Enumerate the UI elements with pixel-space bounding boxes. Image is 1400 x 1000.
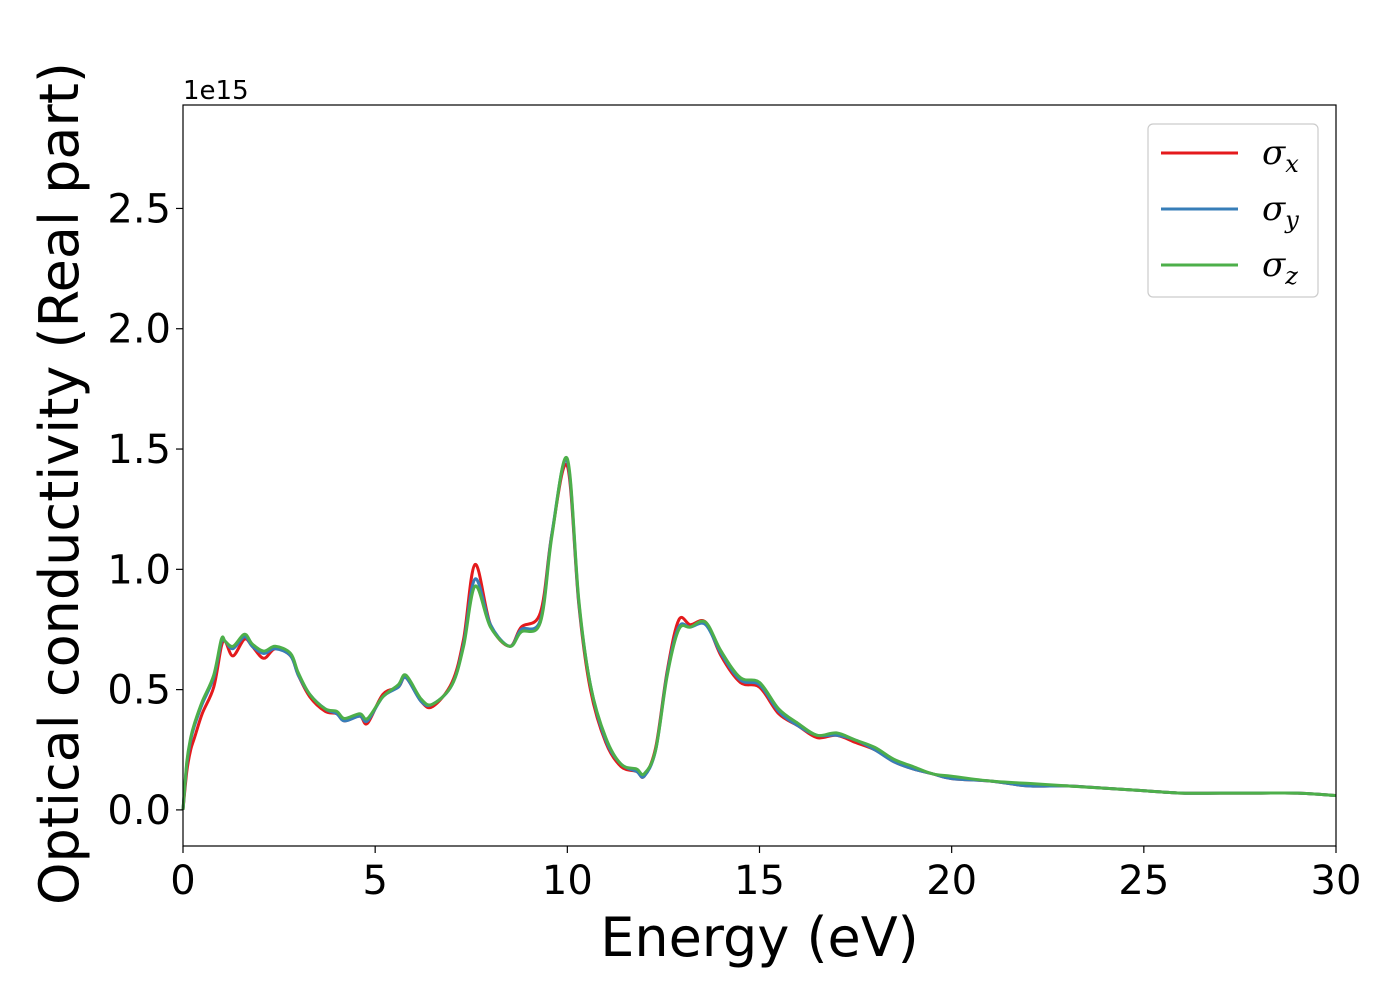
y-tick-label: 2.5 — [107, 186, 171, 232]
y-tick-label: 0.5 — [107, 668, 171, 714]
x-tick-label: 5 — [362, 858, 387, 904]
x-tick-label: 30 — [1311, 858, 1362, 904]
legend: σx σy σz — [1147, 123, 1319, 298]
legend-label-z: σz — [1262, 245, 1298, 290]
x-tick-label: 20 — [926, 858, 977, 904]
series-line-z — [181, 455, 1337, 811]
x-axis-ticks: 0 5 10 15 20 25 30 — [170, 846, 1361, 904]
y-tick-label: 1.5 — [107, 427, 171, 473]
x-tick-label: 0 — [170, 858, 195, 904]
x-axis-label: Energy (eV) — [600, 906, 919, 969]
y-offset-label: 1e15 — [183, 76, 249, 106]
series-layer — [181, 455, 1337, 811]
y-tick-label: 2.0 — [107, 307, 171, 353]
x-tick-label: 10 — [542, 858, 593, 904]
legend-label-x: σx — [1262, 133, 1299, 178]
legend-label-y: σy — [1262, 189, 1299, 234]
y-axis-label: Optical conductivity (Real part) — [28, 62, 91, 905]
y-axis-ticks: 0.0 0.5 1.0 1.5 2.0 2.5 — [107, 186, 183, 834]
x-tick-label: 15 — [734, 858, 785, 904]
x-tick-label: 25 — [1118, 858, 1169, 904]
y-tick-label: 1.0 — [107, 547, 171, 593]
y-tick-label: 0.0 — [107, 788, 171, 834]
